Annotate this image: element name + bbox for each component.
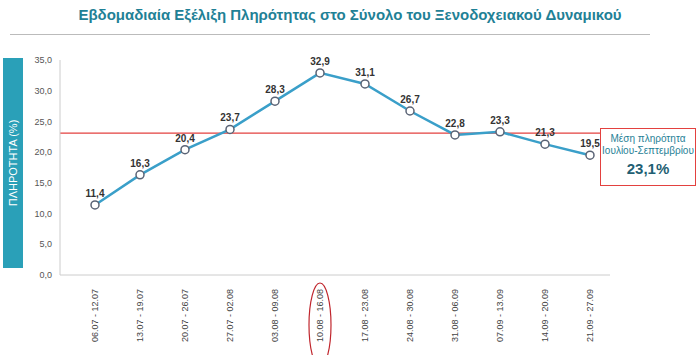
svg-text:19,5: 19,5 <box>580 138 600 149</box>
svg-text:28,3: 28,3 <box>265 84 285 95</box>
svg-text:32,9: 32,9 <box>310 56 330 67</box>
html-text:Ιουλίου-Σεπτεμβρίου: Ιουλίου-Σεπτεμβρίου <box>602 145 694 156</box>
svg-text:23,3: 23,3 <box>490 115 510 126</box>
html-text:Εβδομαδιαία Εξέλιξη Πληρότητας: Εβδομαδιαία Εξέλιξη Πληρότητας στο Σύνολ… <box>78 6 622 23</box>
svg-text:21.09 - 27.09: 21.09 - 27.09 <box>585 289 595 342</box>
svg-text:20.07 - 26.07: 20.07 - 26.07 <box>180 289 190 342</box>
svg-text:23,7: 23,7 <box>220 112 240 123</box>
html-text:ΠΛΗΡΟΤΗΤΑ (%): ΠΛΗΡΟΤΗΤΑ (%) <box>7 119 19 207</box>
html-text:Μέση πληρότητα: Μέση πληρότητα <box>610 133 686 144</box>
svg-text:30,0: 30,0 <box>34 86 52 96</box>
svg-text:17.08 - 23.08: 17.08 - 23.08 <box>360 289 370 342</box>
svg-text:13.07 - 19.07: 13.07 - 19.07 <box>135 289 145 342</box>
svg-text:0,0: 0,0 <box>39 270 52 280</box>
html-text:23,1%: 23,1% <box>626 160 670 177</box>
svg-text:07.09 - 13.09: 07.09 - 13.09 <box>495 289 505 342</box>
svg-text:31,1: 31,1 <box>355 67 375 78</box>
svg-text:10,0: 10,0 <box>34 209 52 219</box>
svg-text:20,0: 20,0 <box>34 147 52 157</box>
svg-text:16,3: 16,3 <box>130 158 150 169</box>
svg-text:5,0: 5,0 <box>39 239 52 249</box>
svg-text:21,3: 21,3 <box>535 127 555 138</box>
svg-text:35,0: 35,0 <box>34 55 52 65</box>
svg-text:10.08 - 16.08: 10.08 - 16.08 <box>315 289 325 342</box>
svg-text:26,7: 26,7 <box>400 94 420 105</box>
svg-text:24.08 - 30.08: 24.08 - 30.08 <box>405 289 415 342</box>
svg-text:03.08 - 09.08: 03.08 - 09.08 <box>270 289 280 342</box>
svg-text:06.07 - 12.07: 06.07 - 12.07 <box>90 289 100 342</box>
svg-text:20,4: 20,4 <box>175 133 195 144</box>
svg-text:31.08 - 06.09: 31.08 - 06.09 <box>450 289 460 342</box>
svg-text:27.07 - 02.08: 27.07 - 02.08 <box>225 289 235 342</box>
svg-text:15,0: 15,0 <box>34 178 52 188</box>
svg-text:11,4: 11,4 <box>86 188 105 199</box>
svg-text:22,8: 22,8 <box>445 118 465 129</box>
svg-text:14.09 - 20.09: 14.09 - 20.09 <box>540 289 550 342</box>
svg-text:25,0: 25,0 <box>34 117 52 127</box>
